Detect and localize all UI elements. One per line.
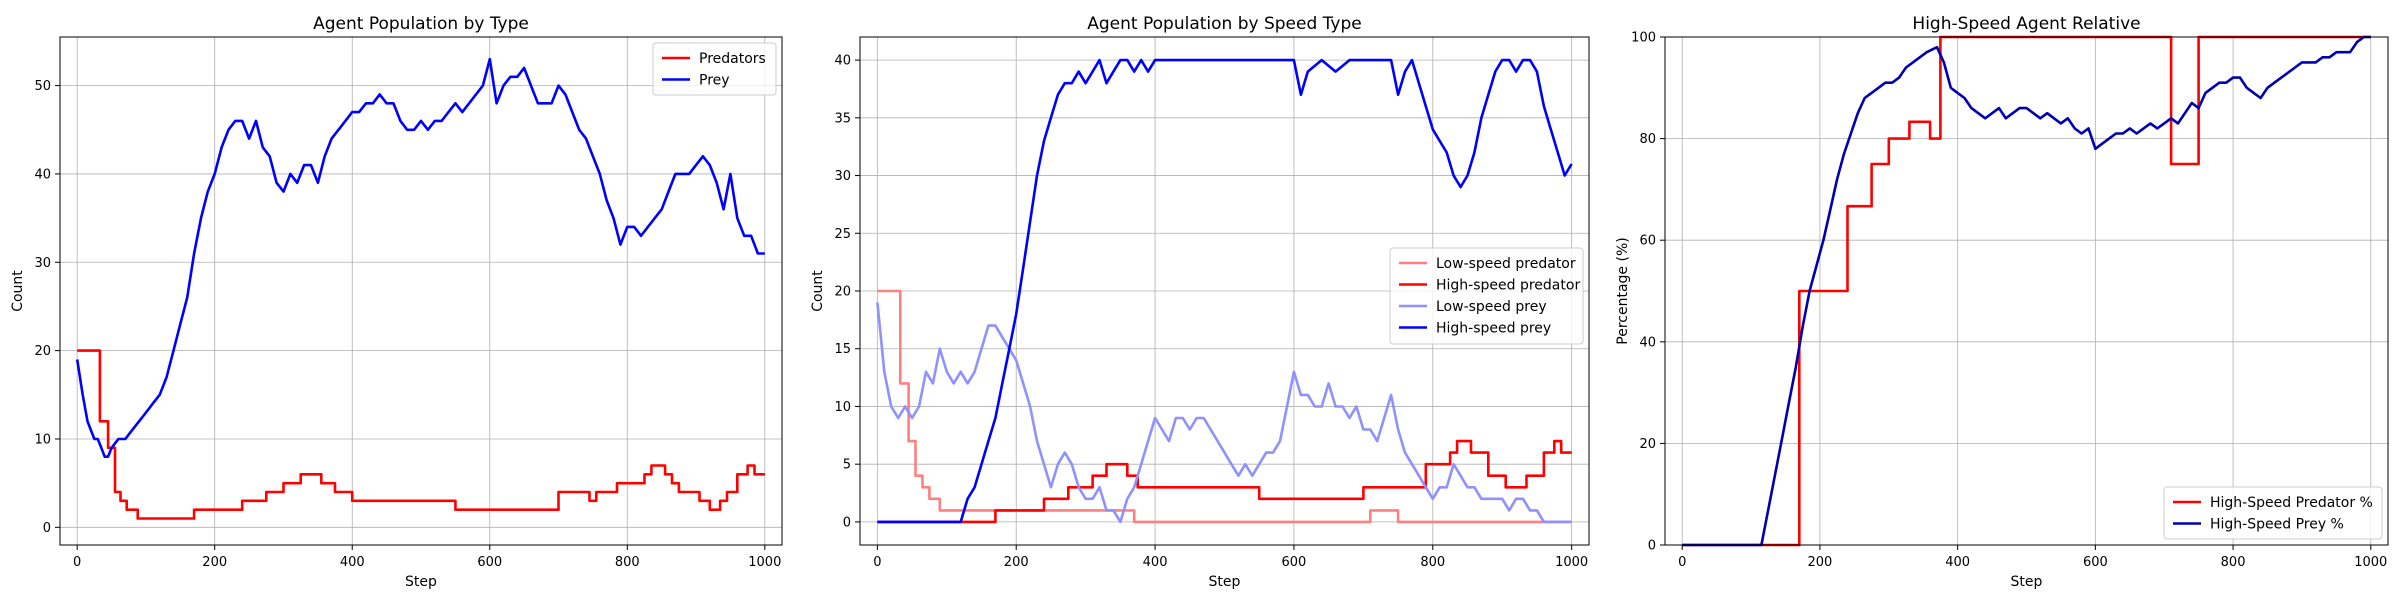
legend-box [2163, 486, 2383, 540]
series-line-1 [877, 289, 1572, 524]
x-tick-label: 600 [2083, 555, 2108, 570]
legend-label: Low-speed predator [1436, 256, 1576, 272]
x-tick-label: 400 [1945, 555, 1970, 570]
chart-title: Agent Population by Type [313, 14, 529, 34]
x-axis-label: Step [405, 574, 437, 590]
legend-box [1389, 247, 1584, 345]
x-tick-label: 1000 [1555, 555, 1588, 570]
x-tick-label: 1000 [748, 555, 781, 570]
y-tick-label: 5 [843, 458, 851, 473]
x-tick-label: 800 [1420, 555, 1445, 570]
axis-ticks [55, 85, 766, 550]
legend-label: Low-speed prey [1436, 299, 1547, 315]
chart-title: High-Speed Agent Relative [1912, 14, 2140, 34]
x-tick-label: 1000 [2354, 555, 2387, 570]
series-line-2 [1682, 35, 2371, 547]
y-tick-label: 25 [834, 227, 851, 242]
y-tick-label: 100 [1631, 31, 1656, 46]
legend-label: High-Speed Prey % [2210, 517, 2344, 533]
plot-frame [1664, 36, 2389, 546]
axis-ticks [855, 59, 1573, 550]
x-tick-label: 0 [1678, 555, 1686, 570]
legend: Low-speed predator High-speed predator Low… [1389, 247, 1584, 345]
legend-label: High-Speed Predator % [2210, 495, 2373, 511]
chart-panel-2: 0 200 400 600 800 1000 0 5 10 15 20 25 30 35 40 Agent P… [810, 14, 1590, 590]
series-line-2 [75, 57, 765, 458]
y-tick-label: 40 [1639, 335, 1656, 350]
y-tick-label: 0 [43, 521, 51, 536]
legend-label: Predators [699, 51, 766, 67]
y-axis-label: Count [810, 270, 826, 312]
x-tick-label: 800 [615, 555, 640, 570]
y-tick-label: 20 [1639, 437, 1656, 452]
x-axis-label: Step [1209, 574, 1241, 590]
series-line-2 [877, 439, 1572, 524]
legend-label: Prey [699, 73, 730, 89]
plot-frame [59, 36, 783, 546]
x-tick-label: 0 [73, 555, 81, 570]
legend: Predators Prey [652, 42, 777, 96]
y-tick-label: 80 [1639, 132, 1656, 147]
x-tick-label: 600 [477, 555, 502, 570]
y-tick-label: 0 [1648, 539, 1656, 554]
legend-label: High-speed prey [1436, 321, 1551, 337]
y-tick-label: 30 [834, 169, 851, 184]
axis-ticks [1660, 36, 2372, 550]
chart-panel-1: 0 200 400 600 800 1000 0 10 20 30 40 50 Agent Popula… [10, 14, 783, 590]
chart-panel-3: 0 200 400 600 800 1000 0 20 40 60 80 100 High-Speed … [1615, 14, 2389, 590]
y-tick-label: 40 [34, 167, 51, 182]
y-tick-label: 10 [834, 400, 851, 415]
legend: High-Speed Predator % High-Speed Prey % [2163, 486, 2383, 540]
series-line-3 [876, 302, 1572, 524]
y-axis-label: Count [10, 270, 26, 312]
legend-box [652, 42, 777, 96]
y-tick-label: 50 [34, 79, 51, 94]
y-tick-label: 0 [843, 515, 851, 530]
y-axis-label: Percentage (%) [1615, 237, 1631, 344]
series-line-4 [877, 58, 1573, 524]
chart-title: Agent Population by Speed Type [1087, 14, 1361, 34]
gridlines [1665, 36, 2388, 546]
y-tick-label: 35 [834, 111, 851, 126]
x-axis-label: Step [2011, 574, 2043, 590]
gridlines [60, 37, 782, 545]
y-tick-label: 30 [34, 256, 51, 271]
y-tick-label: 40 [834, 54, 851, 69]
x-tick-label: 200 [1808, 555, 1833, 570]
y-tick-label: 60 [1639, 234, 1656, 249]
x-tick-label: 0 [873, 555, 881, 570]
y-tick-label: 15 [834, 342, 851, 357]
x-tick-label: 400 [1143, 555, 1168, 570]
series-line-1 [77, 349, 765, 520]
y-tick-label: 20 [34, 344, 51, 359]
x-tick-label: 600 [1282, 555, 1307, 570]
x-tick-label: 800 [2221, 555, 2246, 570]
y-tick-label: 10 [34, 432, 51, 447]
x-tick-label: 200 [1004, 555, 1029, 570]
y-tick-label: 20 [834, 285, 851, 300]
x-tick-label: 400 [340, 555, 365, 570]
series-line-1 [1682, 35, 2371, 547]
legend-label: High-speed predator [1436, 278, 1580, 294]
x-tick-label: 200 [202, 555, 227, 570]
